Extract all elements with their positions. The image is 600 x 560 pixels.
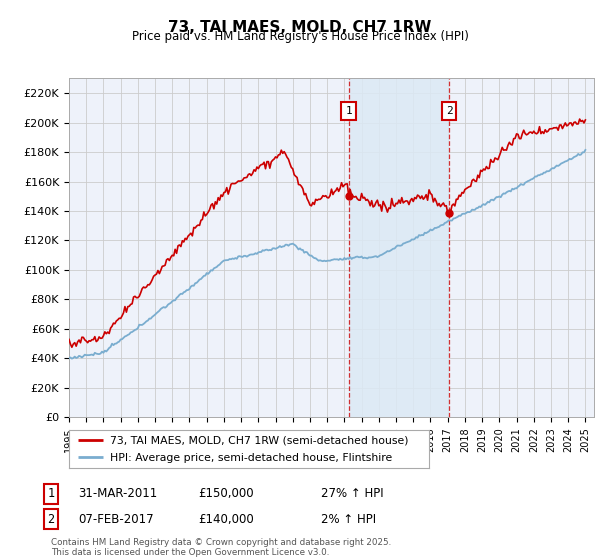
- Text: 27% ↑ HPI: 27% ↑ HPI: [321, 487, 383, 501]
- Text: Contains HM Land Registry data © Crown copyright and database right 2025.
This d: Contains HM Land Registry data © Crown c…: [51, 538, 391, 557]
- Text: £140,000: £140,000: [198, 512, 254, 526]
- Text: Price paid vs. HM Land Registry's House Price Index (HPI): Price paid vs. HM Land Registry's House …: [131, 30, 469, 43]
- Text: 1: 1: [346, 106, 352, 116]
- Bar: [349, 78, 449, 417]
- Text: £150,000: £150,000: [198, 487, 254, 501]
- Text: 1: 1: [47, 487, 55, 501]
- Text: 31-MAR-2011: 31-MAR-2011: [78, 487, 157, 501]
- Text: 2% ↑ HPI: 2% ↑ HPI: [321, 512, 376, 526]
- Text: 2: 2: [47, 512, 55, 526]
- Text: 2: 2: [446, 106, 452, 116]
- Text: 07-FEB-2017: 07-FEB-2017: [78, 512, 154, 526]
- Text: 73, TAI MAES, MOLD, CH7 1RW: 73, TAI MAES, MOLD, CH7 1RW: [169, 20, 431, 35]
- Text: 73, TAI MAES, MOLD, CH7 1RW (semi-detached house): 73, TAI MAES, MOLD, CH7 1RW (semi-detach…: [110, 436, 409, 446]
- Text: HPI: Average price, semi-detached house, Flintshire: HPI: Average price, semi-detached house,…: [110, 453, 392, 463]
